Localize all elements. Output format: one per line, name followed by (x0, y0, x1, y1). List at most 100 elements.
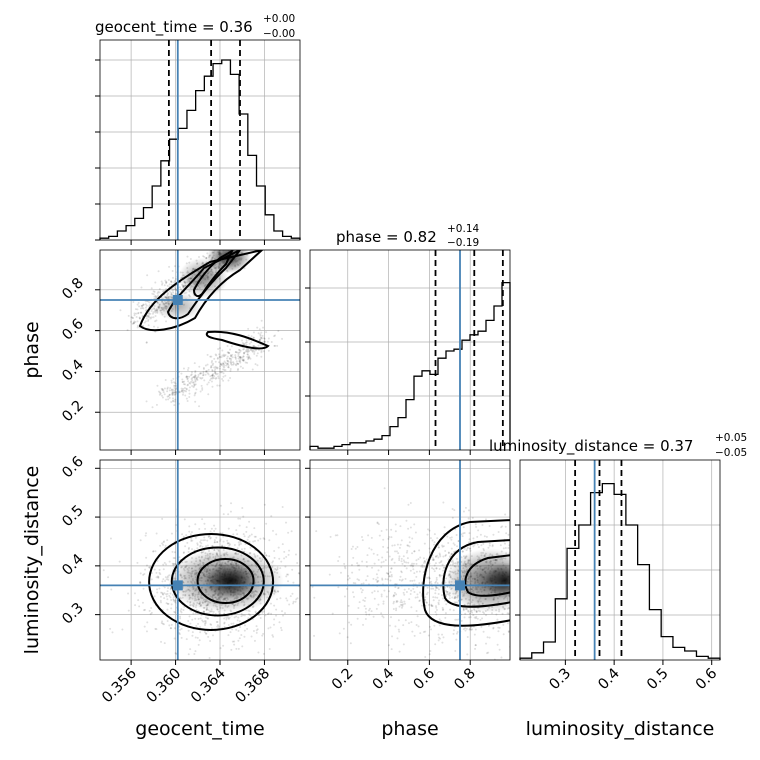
sample-point (216, 624, 219, 627)
sample-point (382, 602, 385, 605)
sample-point (388, 575, 391, 578)
sample-point (207, 393, 210, 396)
sample-point (471, 611, 474, 614)
sample-point (410, 606, 413, 609)
sample-point (240, 542, 243, 545)
sample-point (482, 630, 485, 633)
sample-point (237, 639, 240, 642)
truth-marker (172, 580, 183, 591)
tick-label-luminosity_distance: 0.3 (547, 666, 575, 694)
sample-point (179, 391, 182, 394)
sample-point (168, 265, 171, 268)
sample-point (396, 600, 399, 603)
sample-point (138, 305, 141, 308)
sample-point (518, 562, 520, 564)
sample-point (140, 307, 143, 310)
sample-point (227, 527, 230, 530)
sample-point (159, 544, 162, 547)
sample-point (241, 232, 243, 234)
sample-point (203, 631, 206, 634)
sample-point (147, 324, 150, 327)
sample-point (444, 612, 447, 615)
sample-point (429, 537, 432, 540)
sample-point (347, 604, 350, 607)
sample-point (232, 237, 234, 239)
sample-point (461, 535, 464, 538)
sample-point (230, 357, 233, 360)
sample-point (354, 547, 357, 550)
sample-point (367, 609, 370, 612)
sample-point (538, 579, 540, 581)
sample-point (421, 566, 424, 569)
sample-point (464, 627, 467, 630)
sample-point (211, 369, 214, 372)
sample-point (260, 336, 263, 339)
sample-point (402, 603, 405, 606)
sample-point (450, 560, 453, 563)
sample-point (387, 590, 390, 593)
sample-point (554, 592, 556, 594)
sample-point (408, 545, 411, 548)
sample-point (263, 340, 266, 343)
sample-point (403, 600, 406, 603)
sample-point (172, 377, 175, 380)
sample-point (511, 556, 513, 558)
sample-point (270, 340, 273, 343)
sample-point (216, 245, 218, 247)
sample-point (399, 525, 402, 528)
sample-point (192, 612, 195, 615)
sample-point (394, 530, 397, 533)
sample-point (432, 557, 435, 560)
sample-point (207, 381, 210, 384)
sample-point (184, 545, 187, 548)
xlabel-phase: phase (381, 718, 438, 740)
sample-point (233, 643, 236, 646)
sample-point (191, 384, 194, 387)
sample-point (491, 544, 494, 547)
sample-point (221, 370, 224, 373)
tick-label-geocent_time: 0.368 (233, 666, 274, 707)
sample-point (162, 568, 165, 571)
sample-point (161, 389, 164, 392)
sample-point (500, 656, 503, 659)
sample-point (148, 312, 151, 315)
sample-point (161, 517, 164, 520)
sample-point (409, 564, 412, 567)
sample-point (243, 242, 245, 244)
sample-point (174, 384, 177, 387)
sample-point (346, 578, 349, 581)
sample-point (487, 546, 490, 549)
sample-point (247, 327, 250, 330)
sample-point (121, 628, 124, 631)
sample-point (442, 636, 445, 639)
sample-point (434, 610, 437, 613)
sample-point (237, 355, 240, 358)
sample-point (423, 560, 426, 563)
sample-point (382, 616, 385, 619)
sample-point (265, 331, 268, 334)
sample-point (234, 357, 237, 360)
sample-point (467, 609, 470, 612)
sample-point (205, 632, 208, 635)
sample-point (264, 340, 267, 343)
sample-point (513, 615, 515, 617)
sample-point (228, 357, 231, 360)
sample-point (515, 612, 517, 614)
sample-point (260, 319, 263, 322)
sample-point (219, 647, 222, 650)
sample-point (165, 320, 168, 323)
sample-point (535, 567, 537, 569)
sample-point (377, 603, 380, 606)
sample-point (173, 557, 176, 560)
sample-point (167, 278, 170, 281)
sample-point (465, 549, 468, 552)
sample-point (354, 582, 357, 585)
sample-point (183, 389, 186, 392)
sample-point (285, 521, 288, 524)
sample-point (409, 593, 412, 596)
sample-point (382, 538, 385, 541)
sample-point (393, 594, 396, 597)
sample-point (404, 577, 407, 580)
sample-point (450, 547, 453, 550)
sample-point (254, 611, 257, 614)
